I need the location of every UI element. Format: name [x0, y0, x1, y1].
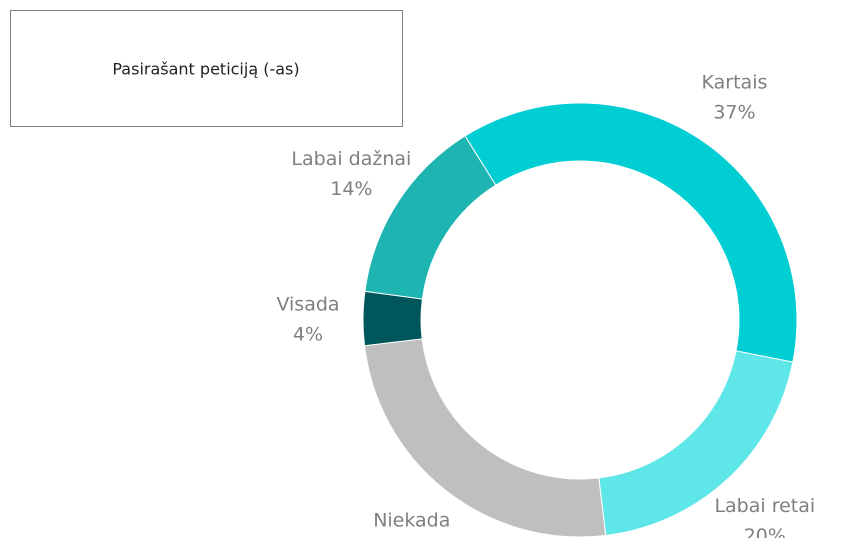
donut-segment	[362, 290, 423, 347]
donut-segment	[464, 102, 798, 363]
category-label: Visada	[276, 294, 339, 316]
category-label: Labai retai	[714, 495, 815, 517]
donut-segment	[363, 338, 607, 538]
donut-segment	[364, 135, 497, 300]
value-label: 4%	[293, 324, 323, 346]
title-box	[10, 10, 403, 127]
value-label: 20%	[744, 525, 786, 538]
category-label: Kartais	[702, 72, 768, 94]
value-label: 37%	[713, 102, 755, 124]
value-label: 14%	[330, 178, 372, 200]
category-label: Niekada	[373, 509, 450, 531]
chart-title: Pasirašant peticiją (-as)	[112, 60, 299, 79]
category-label: Labai dažnai	[291, 148, 411, 170]
